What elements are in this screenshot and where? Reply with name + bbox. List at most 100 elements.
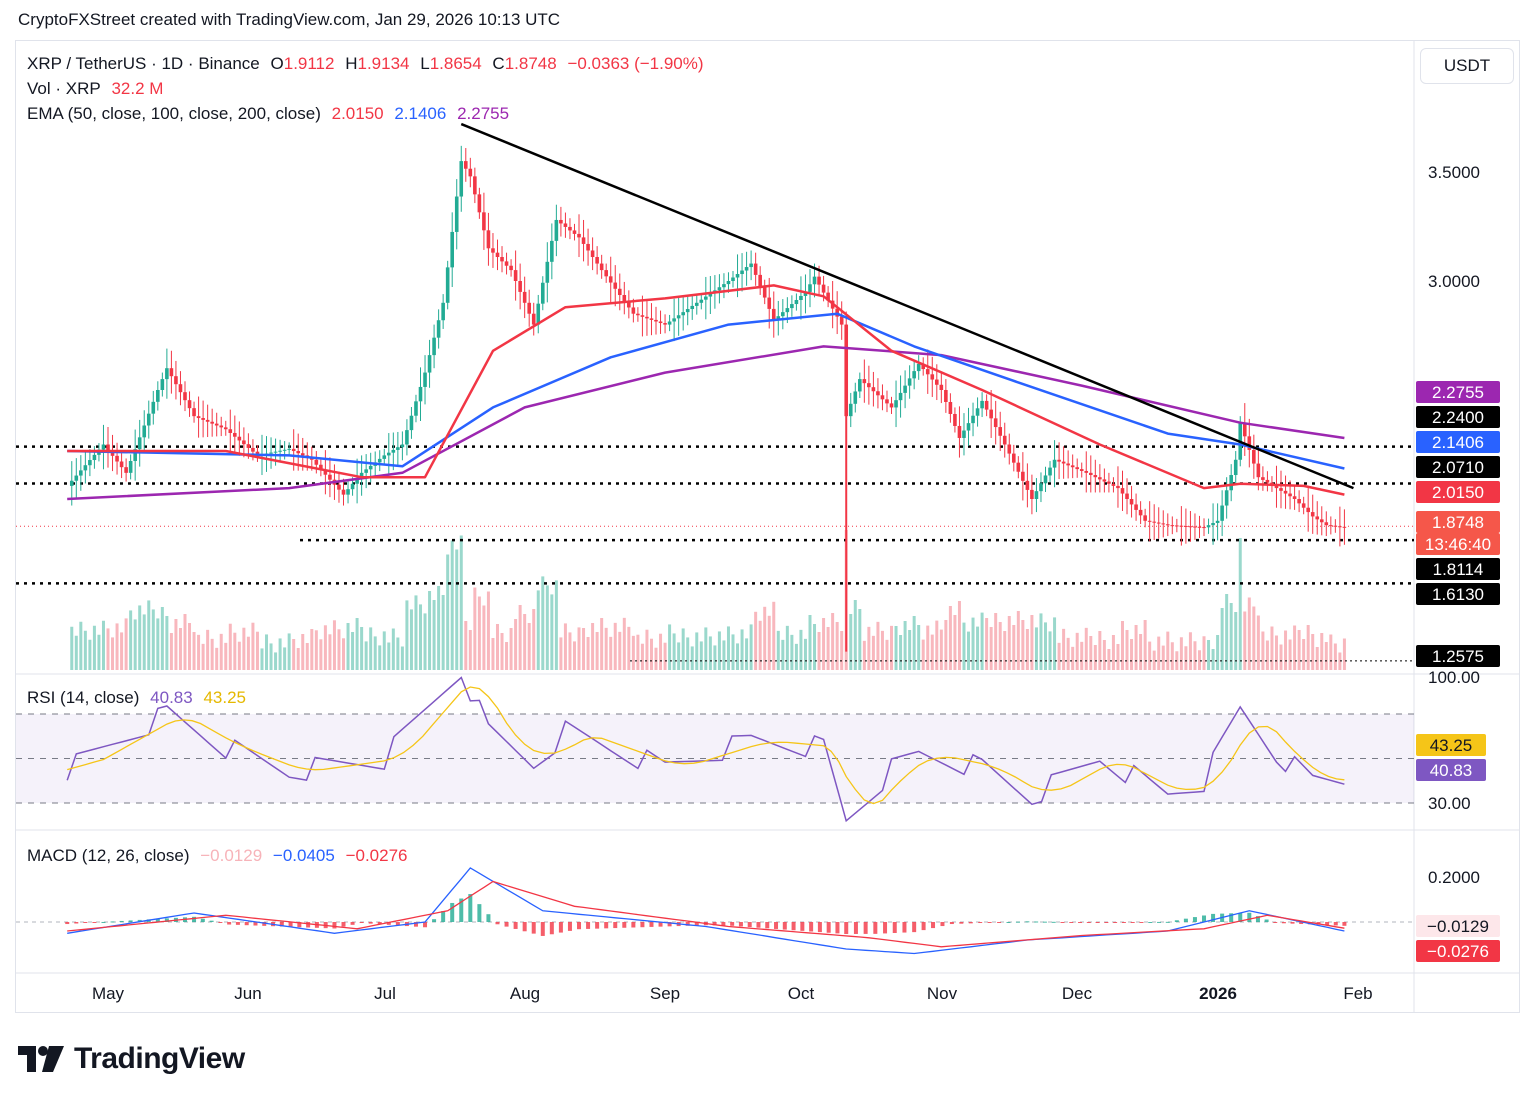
candle-body: [187, 400, 192, 409]
candle-body: [790, 304, 794, 309]
candle-body: [418, 386, 423, 402]
candle-body: [808, 284, 812, 292]
macd-histogram-bar: [244, 922, 249, 926]
volume-bar: [514, 619, 518, 670]
candle-body: [989, 409, 993, 419]
rsi-tag-label: 40.83: [1430, 761, 1473, 780]
macd-histogram-bar: [774, 922, 779, 929]
macd-histogram-bar: [306, 922, 311, 928]
price-tag-label: 2.1406: [1432, 433, 1484, 452]
volume-bar: [432, 600, 436, 670]
volume-bar: [790, 634, 794, 670]
macd-histogram-bar: [155, 918, 160, 922]
candle-body: [400, 444, 405, 448]
volume-bar: [1279, 644, 1283, 670]
volume-bar: [1225, 594, 1229, 670]
volume-bar: [1220, 608, 1224, 670]
candle-body: [826, 292, 830, 301]
candle-body: [1324, 522, 1329, 526]
volume-bar: [224, 642, 228, 670]
candle-body: [450, 231, 455, 268]
volume-bar: [1170, 642, 1174, 670]
time-axis-tick: Nov: [927, 984, 958, 1003]
candle-body: [853, 391, 858, 404]
chart-frame: [15, 40, 1520, 1013]
volume-bar: [1084, 627, 1088, 670]
candle-body: [1224, 490, 1229, 506]
candle-body: [1283, 490, 1288, 494]
ema-label[interactable]: EMA (50, close, 100, close, 200, close): [27, 104, 321, 123]
candle-body: [907, 378, 912, 386]
candle-body: [1315, 516, 1320, 520]
candle-body: [717, 287, 722, 291]
volume-bar: [491, 638, 495, 670]
candle-body: [681, 312, 685, 316]
macd-histogram-bar: [658, 922, 663, 927]
candle-body: [867, 383, 871, 388]
candle-body: [1202, 527, 1206, 529]
volume-bar: [79, 621, 83, 670]
macd-histogram-bar: [968, 922, 973, 924]
macd-histogram-bar: [667, 922, 672, 927]
macd-histogram-bar: [721, 922, 726, 926]
volume-bar: [323, 625, 327, 670]
candle-body: [1279, 488, 1283, 491]
macd-histogram-bar: [477, 904, 482, 922]
macd-histogram-bar: [413, 922, 418, 927]
volume-bar: [387, 642, 391, 670]
volume-bar: [446, 554, 450, 670]
candle-body: [962, 430, 966, 438]
volume-bar: [763, 606, 767, 670]
macd-tag: [1416, 915, 1500, 937]
candle-body: [287, 448, 291, 450]
candle-body: [540, 282, 545, 304]
tradingview-logo[interactable]: TradingView: [18, 1042, 245, 1076]
volume-bar: [554, 580, 558, 670]
candle-body: [445, 267, 450, 303]
time-axis-tick: Oct: [788, 984, 815, 1003]
candle-body: [554, 219, 559, 241]
volume-bar: [178, 628, 182, 670]
macd-label[interactable]: MACD (12, 26, close): [27, 846, 190, 865]
candle-body: [880, 395, 885, 400]
macd-histogram-bar: [1121, 922, 1126, 923]
candle-body: [314, 459, 319, 465]
volume-label[interactable]: Vol · XRP: [27, 79, 101, 98]
candle-body: [473, 176, 477, 195]
candle-body: [133, 449, 137, 462]
volume-bar: [663, 642, 667, 670]
candle-body: [246, 444, 251, 448]
volume-bar: [310, 629, 314, 670]
candle-body: [1229, 475, 1233, 491]
volume-bar: [577, 627, 581, 670]
candle-body: [568, 226, 572, 231]
volume-bar: [1216, 635, 1220, 670]
price-tag: [1416, 456, 1500, 478]
macd-histogram-bar: [567, 922, 572, 931]
candle-body: [1333, 525, 1338, 527]
macd-histogram-bar: [730, 922, 735, 926]
candle-body: [1066, 463, 1070, 466]
volume-bar: [97, 634, 101, 670]
volume-bar: [745, 638, 749, 670]
volume-bar: [101, 620, 105, 670]
volume-bar: [255, 631, 259, 670]
symbol-name[interactable]: XRP / TetherUS · 1D · Binance: [27, 54, 260, 73]
volume-bar: [876, 621, 880, 670]
rsi-label[interactable]: RSI (14, close): [27, 688, 140, 707]
high-value: 1.9134: [357, 54, 410, 73]
candle-body: [1107, 481, 1111, 484]
macd-histogram-bar: [765, 922, 770, 929]
volume-bar: [1143, 620, 1147, 670]
macd-histogram-bar: [450, 902, 455, 922]
volume-bar: [314, 630, 318, 670]
volume-bar: [1130, 639, 1134, 670]
volume-bar: [74, 635, 78, 670]
ema200-line: [67, 345, 1345, 501]
currency-button[interactable]: USDT: [1420, 48, 1514, 84]
volume-bar: [957, 601, 961, 670]
volume-bar: [124, 618, 128, 670]
volume-bar: [1265, 640, 1269, 670]
volume-bar: [423, 613, 427, 670]
